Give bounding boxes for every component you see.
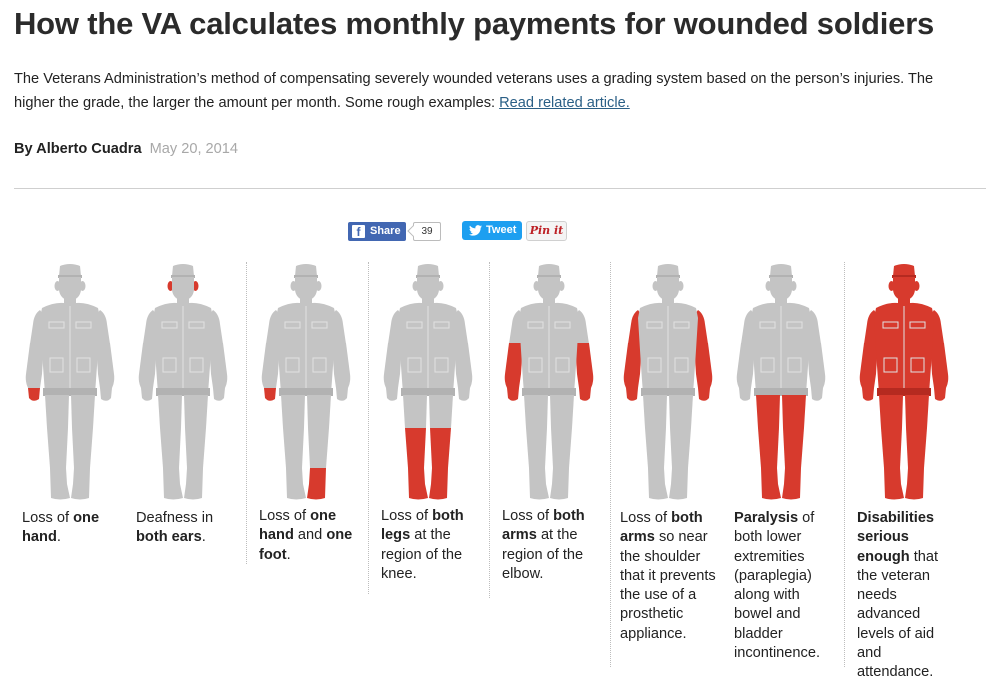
injury-caption: Loss of one hand.	[22, 509, 122, 548]
soldier-figure	[854, 262, 954, 502]
injury-caption: Deafness in both ears.	[136, 509, 236, 548]
header-divider	[14, 188, 986, 189]
caption-segment: at the region of the elbow.	[502, 527, 584, 582]
soldier-silhouette	[623, 264, 713, 500]
caption-segment: Loss of	[502, 508, 554, 524]
soldier-silhouette	[138, 264, 228, 500]
soldier-figure	[256, 262, 356, 502]
injury-caption: Loss of both arms at the region of the e…	[502, 507, 606, 584]
soldier-silhouette	[25, 264, 115, 500]
related-article-link[interactable]: Read related article.	[499, 95, 630, 111]
soldier-figure	[133, 262, 233, 502]
facebook-share-label: Share	[370, 225, 401, 237]
caption-segment: Paralysis	[734, 510, 799, 526]
page-title: How the VA calculates monthly payments f…	[14, 6, 935, 41]
author-name[interactable]: By Alberto Cuadra	[14, 141, 142, 157]
soldier-figure	[499, 262, 599, 502]
caption-segment: so near the shoulder that it prevents th…	[620, 529, 716, 642]
facebook-icon: f	[352, 225, 365, 239]
twitter-tweet-button[interactable]: Tweet	[462, 221, 522, 240]
article-dek: The Veterans Administration’s method of …	[14, 67, 976, 115]
caption-segment: that the veteran needs advanced levels o…	[857, 548, 939, 681]
caption-segment: .	[286, 546, 291, 563]
caption-segment: .	[56, 529, 61, 546]
caption-segment: both arms	[502, 508, 585, 544]
twitter-tweet-label: Tweet	[486, 224, 517, 236]
injury-caption: Paralysis of both lower extremities (par…	[734, 509, 834, 663]
soldier-silhouette	[383, 264, 473, 500]
injury-caption: Loss of both legs at the region of the k…	[381, 507, 485, 584]
injury-caption: Loss of one hand and one foot.	[259, 507, 363, 565]
caption-segment: both arms	[620, 510, 703, 546]
caption-segment: .	[201, 529, 206, 546]
facebook-share-count: 39	[413, 222, 441, 241]
column-divider	[489, 262, 490, 598]
facebook-share-button[interactable]: f Share	[348, 222, 406, 241]
caption-segment: one foot	[259, 527, 353, 563]
caption-segment: one hand	[22, 510, 100, 546]
column-divider	[368, 262, 369, 594]
caption-segment: both legs	[381, 508, 464, 544]
column-divider	[844, 262, 845, 667]
soldier-figure	[378, 262, 478, 502]
publish-date: May 20, 2014	[149, 141, 239, 157]
caption-segment: both ears	[136, 529, 202, 546]
caption-segment: Deafness in	[136, 510, 214, 526]
caption-segment: Loss of	[259, 508, 311, 524]
injury-caption: Loss of both arms so near the shoulder t…	[620, 509, 720, 644]
soldier-silhouette	[859, 264, 949, 500]
soldier-figure	[618, 262, 718, 502]
caption-segment: Loss of	[381, 508, 433, 524]
pinterest-pin-button[interactable]: Pin it	[526, 221, 567, 241]
soldier-silhouette	[261, 264, 351, 500]
soldier-figure	[731, 262, 831, 502]
soldier-silhouette	[736, 264, 826, 500]
caption-segment: Disabilities serious enough	[857, 510, 935, 565]
byline: By Alberto Cuadra May 20, 2014	[14, 141, 238, 157]
injury-caption: Disabilities serious enough that the vet…	[857, 509, 957, 683]
caption-segment: Loss of	[620, 510, 672, 526]
caption-segment: one hand	[259, 508, 337, 544]
soldier-silhouette	[504, 264, 594, 500]
soldier-figure	[20, 262, 120, 502]
caption-segment: Loss of	[22, 510, 74, 526]
caption-segment: and	[293, 527, 327, 544]
column-divider	[610, 262, 611, 667]
caption-segment: at the region of the knee.	[381, 527, 463, 582]
dek-text: The Veterans Administration’s method of …	[14, 71, 934, 111]
column-divider	[246, 262, 247, 564]
caption-segment: of both lower extremities (paraplegia) a…	[734, 510, 821, 662]
twitter-bird-icon	[469, 225, 482, 236]
